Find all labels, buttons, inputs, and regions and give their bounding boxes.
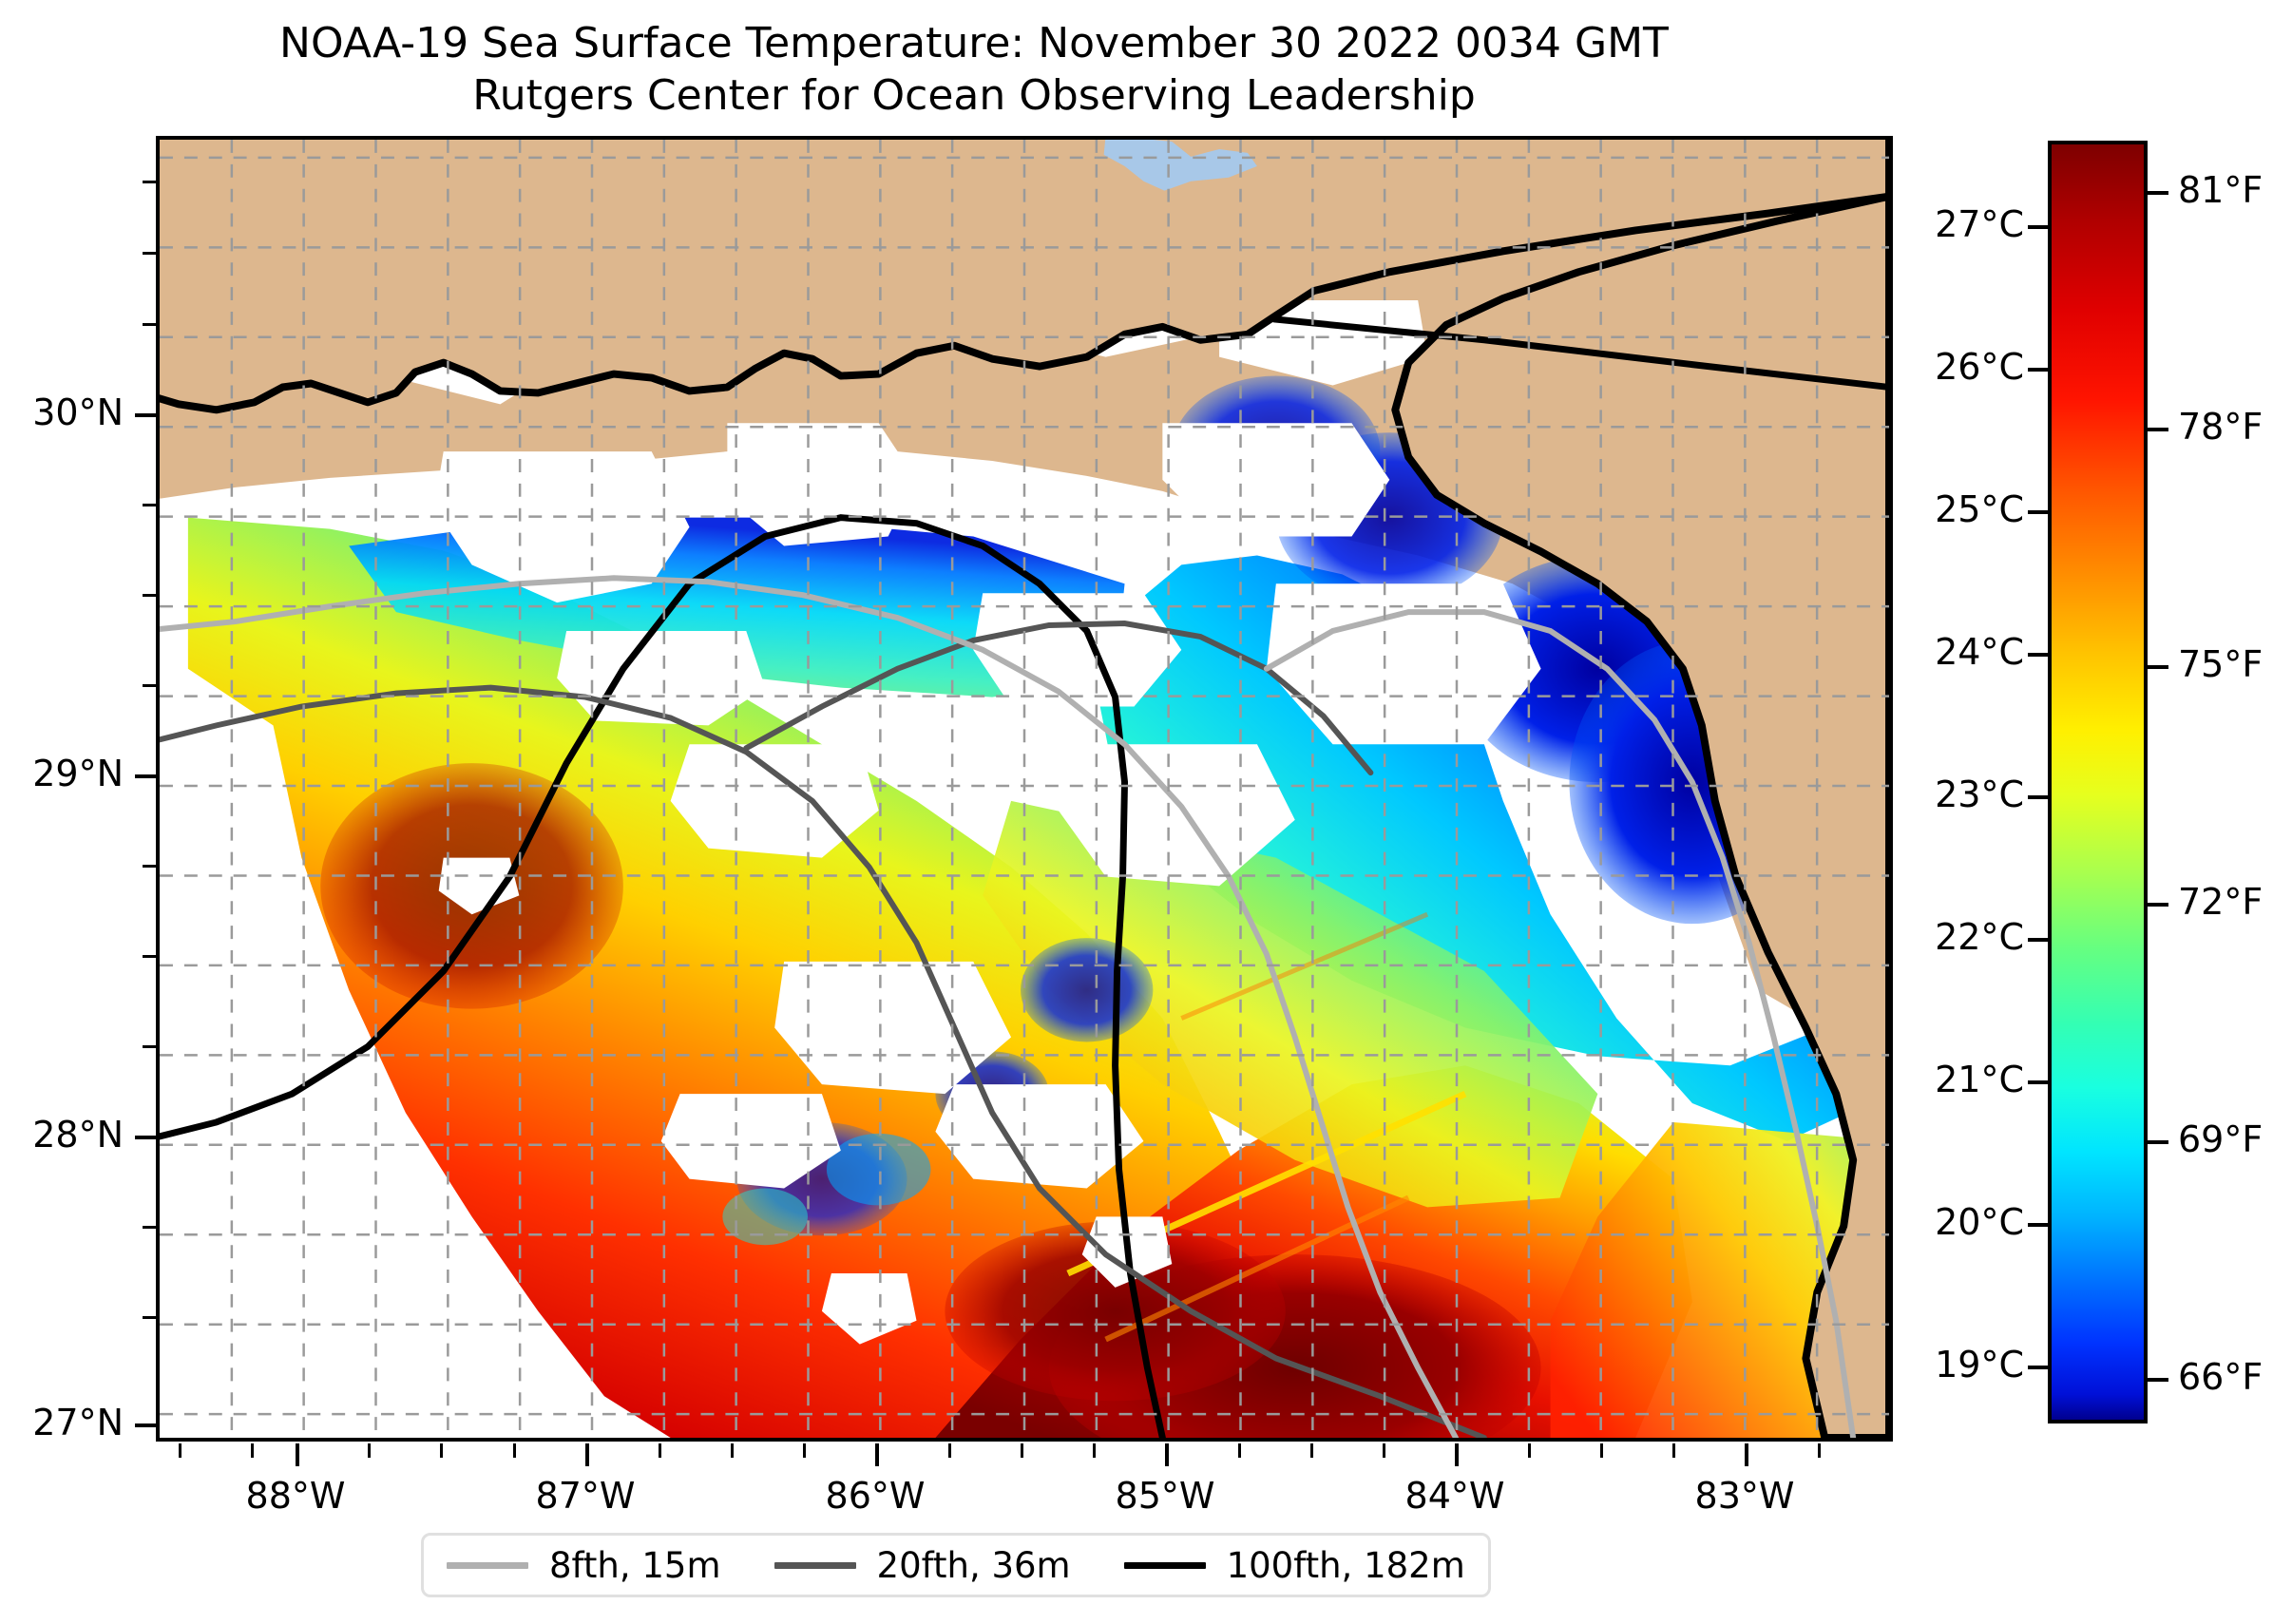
map-plot-area[interactable] bbox=[156, 136, 1893, 1442]
x-tick-87 bbox=[585, 1443, 589, 1466]
x-minor-tick bbox=[948, 1443, 951, 1458]
colorbar-c-tick-24 bbox=[2028, 653, 2049, 657]
x-minor-tick bbox=[731, 1443, 734, 1458]
y-minor-tick bbox=[143, 1226, 158, 1229]
x-tick-84 bbox=[1455, 1443, 1459, 1466]
colorbar-c-label-22: 22°C bbox=[1935, 916, 2024, 958]
sst-raster bbox=[160, 140, 1889, 1438]
x-minor-tick bbox=[1021, 1443, 1023, 1458]
colorbar-f-label-78: 78°F bbox=[2178, 406, 2263, 448]
colorbar-c-label-21: 21°C bbox=[1935, 1059, 2024, 1100]
colorbar-c-tick-21 bbox=[2028, 1080, 2049, 1084]
colorbar-f-tick-69 bbox=[2148, 1140, 2168, 1144]
colorbar-f-tick-72 bbox=[2148, 903, 2168, 907]
x-axis-label-88: 88°W bbox=[245, 1475, 346, 1517]
x-minor-tick bbox=[659, 1443, 661, 1458]
y-minor-tick bbox=[143, 955, 158, 958]
x-axis-label-83: 83°W bbox=[1694, 1475, 1795, 1517]
legend-line-20fth-icon bbox=[774, 1561, 856, 1569]
x-minor-tick bbox=[179, 1443, 181, 1458]
colorbar-c-tick-25 bbox=[2028, 510, 2049, 514]
legend-line-8fth-icon bbox=[447, 1561, 528, 1569]
y-tick-27 bbox=[135, 1423, 158, 1427]
x-minor-tick bbox=[1818, 1443, 1821, 1458]
colorbar-f-label-81: 81°F bbox=[2178, 169, 2263, 211]
x-minor-tick bbox=[513, 1443, 516, 1458]
colorbar-c-label-26: 26°C bbox=[1935, 346, 2024, 388]
y-axis-label-28: 28°N bbox=[32, 1114, 124, 1156]
colorbar-c-tick-27 bbox=[2028, 225, 2049, 229]
colorbar-f-label-72: 72°F bbox=[2178, 881, 2263, 923]
y-minor-tick bbox=[143, 181, 158, 183]
x-tick-86 bbox=[875, 1443, 879, 1466]
y-minor-tick bbox=[143, 252, 158, 255]
y-minor-tick bbox=[143, 865, 158, 868]
colorbar-f-tick-66 bbox=[2148, 1378, 2168, 1382]
x-tick-83 bbox=[1745, 1443, 1748, 1466]
y-minor-tick bbox=[143, 323, 158, 326]
x-minor-tick bbox=[1672, 1443, 1675, 1458]
colorbar-f-tick-81 bbox=[2148, 191, 2168, 195]
x-minor-tick bbox=[1600, 1443, 1603, 1458]
page-title: NOAA-19 Sea Surface Temperature: Novembe… bbox=[0, 17, 1948, 122]
x-tick-88 bbox=[296, 1443, 299, 1466]
x-axis-label-87: 87°W bbox=[535, 1475, 636, 1517]
x-axis-label-84: 84°W bbox=[1404, 1475, 1505, 1517]
x-minor-tick bbox=[803, 1443, 806, 1458]
title-line-1: NOAA-19 Sea Surface Temperature: Novembe… bbox=[279, 19, 1669, 67]
colorbar[interactable] bbox=[2048, 141, 2148, 1423]
x-tick-85 bbox=[1165, 1443, 1169, 1466]
colorbar-c-label-20: 20°C bbox=[1935, 1201, 2024, 1243]
y-tick-28 bbox=[135, 1136, 158, 1139]
colorbar-f-label-69: 69°F bbox=[2178, 1118, 2263, 1160]
x-minor-tick bbox=[1528, 1443, 1531, 1458]
map-canvas bbox=[160, 140, 1889, 1438]
colorbar-c-label-23: 23°C bbox=[1935, 774, 2024, 815]
y-minor-tick bbox=[143, 1045, 158, 1048]
bathymetry-legend: 8fth, 15m 20fth, 36m 100fth, 182m bbox=[421, 1533, 1491, 1597]
y-tick-30 bbox=[135, 413, 158, 417]
legend-item-8fth[interactable]: 8fth, 15m bbox=[447, 1545, 721, 1586]
x-minor-tick bbox=[251, 1443, 254, 1458]
y-minor-tick bbox=[143, 684, 158, 687]
colorbar-c-label-24: 24°C bbox=[1935, 631, 2024, 673]
colorbar-c-tick-22 bbox=[2028, 938, 2049, 942]
legend-line-100fth-icon bbox=[1123, 1561, 1206, 1569]
title-line-2: Rutgers Center for Ocean Observing Leade… bbox=[472, 71, 1476, 120]
x-minor-tick bbox=[1310, 1443, 1313, 1458]
colorbar-f-label-66: 66°F bbox=[2178, 1356, 2263, 1398]
x-minor-tick bbox=[1238, 1443, 1241, 1458]
colorbar-c-label-19: 19°C bbox=[1935, 1344, 2024, 1385]
colorbar-c-label-25: 25°C bbox=[1935, 488, 2024, 530]
y-axis-label-29: 29°N bbox=[32, 753, 124, 794]
y-axis-label-30: 30°N bbox=[32, 392, 124, 433]
x-minor-tick bbox=[1093, 1443, 1096, 1458]
legend-label-20fth: 20fth, 36m bbox=[876, 1544, 1071, 1586]
x-axis-label-86: 86°W bbox=[825, 1475, 926, 1517]
x-minor-tick bbox=[1383, 1443, 1385, 1458]
y-axis-label-27: 27°N bbox=[32, 1402, 124, 1443]
colorbar-f-tick-75 bbox=[2148, 665, 2168, 669]
y-tick-29 bbox=[135, 774, 158, 778]
legend-item-20fth[interactable]: 20fth, 36m bbox=[774, 1545, 1071, 1586]
colorbar-c-label-27: 27°C bbox=[1935, 203, 2024, 245]
y-minor-tick bbox=[143, 594, 158, 597]
legend-label-100fth: 100fth, 182m bbox=[1226, 1544, 1465, 1586]
colorbar-f-tick-78 bbox=[2148, 428, 2168, 431]
colorbar-c-tick-20 bbox=[2028, 1223, 2049, 1227]
colorbar-f-label-75: 75°F bbox=[2178, 643, 2263, 685]
x-minor-tick bbox=[440, 1443, 443, 1458]
y-minor-tick bbox=[143, 1316, 158, 1319]
colorbar-c-tick-26 bbox=[2028, 368, 2049, 372]
colorbar-c-tick-23 bbox=[2028, 795, 2049, 799]
legend-item-100fth[interactable]: 100fth, 182m bbox=[1123, 1544, 1465, 1586]
x-axis-label-85: 85°W bbox=[1115, 1475, 1215, 1517]
legend-label-8fth: 8fth, 15m bbox=[549, 1544, 721, 1586]
colorbar-c-tick-19 bbox=[2028, 1366, 2049, 1369]
x-minor-tick bbox=[368, 1443, 371, 1458]
y-minor-tick bbox=[143, 504, 158, 506]
